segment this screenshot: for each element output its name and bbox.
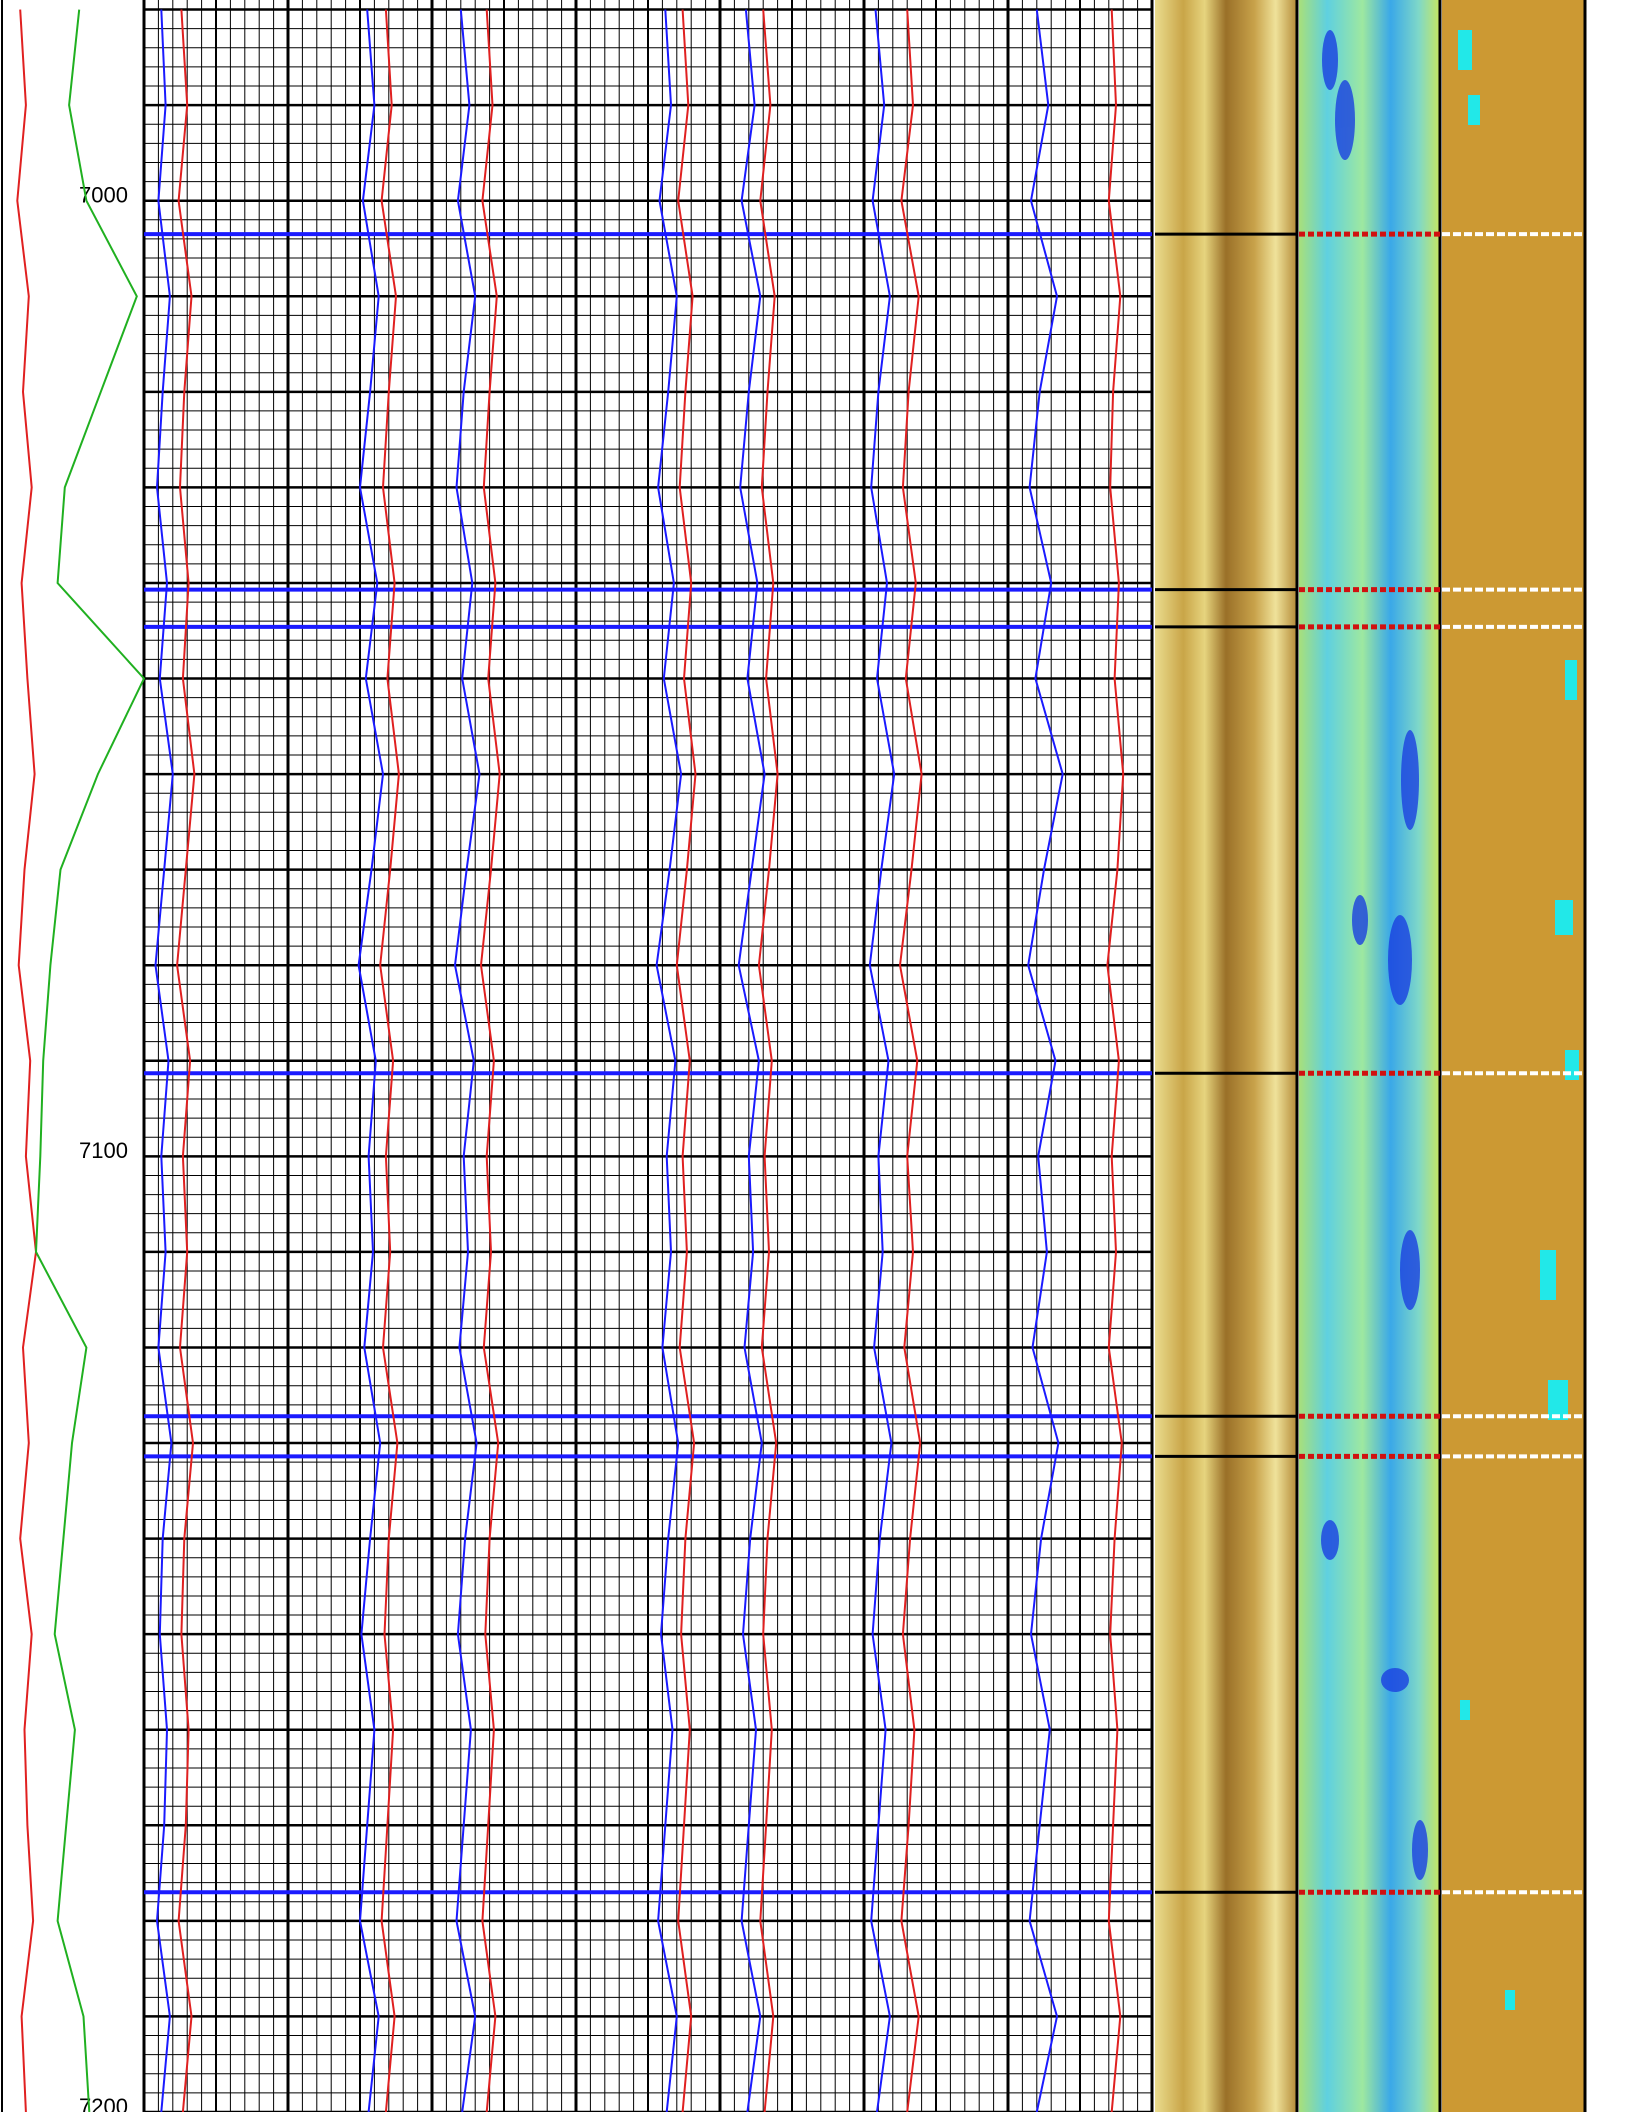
log-curve [868,9,896,2112]
log-curve [453,9,481,2112]
log-curve [479,9,501,2112]
image-track [1155,0,1297,2112]
log-curve [898,9,923,2112]
log-curve [357,9,385,2112]
depth-label: 7100 [79,1138,128,1163]
image-track [1442,0,1585,2112]
depth-label: 7200 [79,2094,128,2112]
image-blobs [1321,30,1428,1880]
log-curve [1027,9,1064,2112]
image-tracks [1155,0,1585,2112]
log-curve [737,9,766,2112]
log-curve [34,9,146,2112]
log-curve [757,9,779,2112]
depth-label: 7000 [79,183,128,208]
log-curve [675,9,697,2112]
log-curve [1106,9,1125,2112]
log-curve [655,9,683,2112]
log-curve [379,9,400,2112]
log-curve [16,9,38,2112]
image-track [1299,0,1440,2112]
log-curve [154,9,174,2112]
log-curve [176,9,196,2112]
